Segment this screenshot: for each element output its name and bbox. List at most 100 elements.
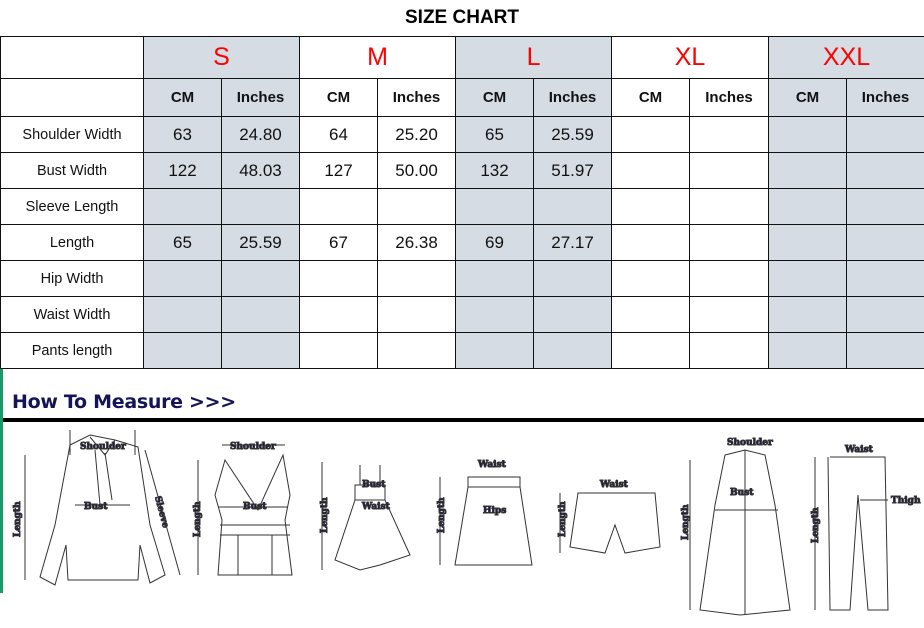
table-row: Waist Width [0,296,924,333]
label-waist: Waist [361,502,391,512]
size-l: L [455,36,613,79]
value-cell [846,188,924,225]
table-row: Hip Width [0,260,924,297]
value-cell [768,188,848,225]
value-cell [768,224,848,261]
how-to-measure-heading: How To Measure >>> [12,391,236,413]
value-cell [533,260,613,297]
row-label: Hip Width [0,260,144,297]
value-cell [143,188,222,225]
value-cell [846,260,924,297]
value-cell [299,332,378,369]
value-cell [611,152,691,189]
label-shoulder: Shoulder [230,442,276,452]
value-cell [846,152,924,189]
size-table: S M L XL XXL CM Inches CM Inches CM Inch… [0,36,924,369]
value-cell: 24.80 [221,116,300,153]
label-shoulder: Shoulder [727,438,773,448]
label-length: Length [558,501,568,537]
size-xl: XL [611,36,770,79]
corner-cell [0,36,144,79]
label-length: Length [320,497,330,533]
value-cell [689,332,770,369]
value-cell [689,224,770,261]
unit-inches: Inches [221,78,300,117]
value-cell: 25.59 [533,116,613,153]
unit-cm: CM [455,78,535,117]
value-cell [221,260,300,297]
value-cell [533,296,613,333]
unit-cm: CM [143,78,222,117]
label-shoulder: Shoulder [80,442,126,452]
label-length: Length [811,507,821,543]
value-cell [455,332,535,369]
side-accent-bar [0,369,3,593]
value-cell [768,116,848,153]
value-cell [846,296,924,333]
unit-header-row: CM Inches CM Inches CM Inches CM Inches … [0,78,924,117]
value-cell [611,116,691,153]
unit-cm: CM [768,78,848,117]
value-cell [221,296,300,333]
row-label: Length [0,224,144,261]
label-bust: Bust [730,488,754,498]
value-cell [455,260,535,297]
label-sleeve: Sleeve [152,495,170,529]
row-label: Bust Width [0,152,144,189]
label-waist: Waist [599,480,629,490]
value-cell [299,296,378,333]
value-cell [143,332,222,369]
size-s: S [143,36,300,79]
value-cell [689,116,770,153]
unit-inches: Inches [846,78,924,117]
value-cell [376,188,457,225]
table-row: Shoulder Width 63 24.80 64 25.20 65 25.59 [0,116,924,153]
value-cell: 132 [455,152,535,189]
value-cell [533,188,613,225]
value-cell [376,260,457,297]
value-cell: 26.38 [376,224,457,261]
value-cell [221,188,300,225]
table-row: Sleeve Length [0,188,924,225]
skirt-illustration: Waist Hips Length [437,460,533,566]
tank-top-illustration: Shoulder Bust Length [193,442,293,576]
value-cell [299,188,378,225]
value-cell [143,260,222,297]
value-cell [768,332,848,369]
row-label: Shoulder Width [0,116,144,153]
label-bust: Bust [243,502,267,512]
value-cell [143,296,222,333]
value-cell: 25.59 [221,224,300,261]
label-bust: Bust [362,480,386,490]
value-cell: 63 [143,116,222,153]
label-bust: Bust [84,502,108,512]
value-cell [376,296,457,333]
value-cell [611,224,691,261]
label-length: Length [13,501,23,537]
value-cell: 27.17 [533,224,613,261]
table-row: Length 65 25.59 67 26.38 69 27.17 [0,224,924,261]
label-length: Length [437,497,447,533]
label-waist: Waist [844,445,874,455]
unit-inches: Inches [689,78,770,117]
coat-illustration: Shoulder Bust Length [681,438,791,616]
value-cell [689,296,770,333]
value-cell [611,260,691,297]
value-cell [689,260,770,297]
measure-illustrations: Shoulder Bust Length Sleeve Shoulder Bus… [13,430,921,616]
value-cell [455,188,535,225]
value-cell: 25.20 [376,116,457,153]
value-cell: 67 [299,224,378,261]
value-cell [768,152,848,189]
page-title: SIZE CHART [405,7,519,28]
label-waist: Waist [477,460,507,470]
pants-illustration: Waist Thigh Length [811,445,921,611]
table-row: Bust Width 122 48.03 127 50.00 132 51.97 [0,152,924,189]
label-length: Length [193,501,203,537]
value-cell [846,332,924,369]
value-cell [689,152,770,189]
row-label: Sleeve Length [0,188,144,225]
label-thigh: Thigh [891,496,921,506]
value-cell [455,296,535,333]
